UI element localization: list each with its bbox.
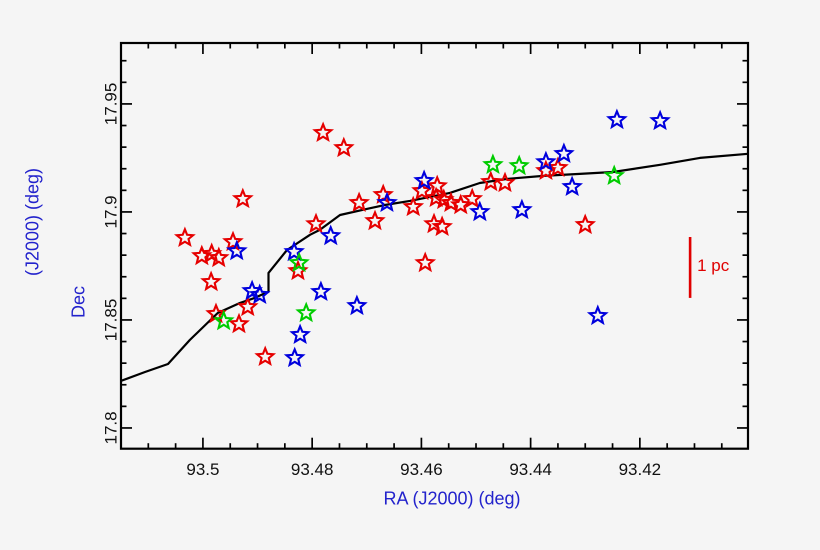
- green-stars-marker: [288, 251, 310, 273]
- red-stars-marker: [200, 270, 223, 292]
- y-tick-label: 17.8: [101, 411, 120, 444]
- green-stars-marker: [603, 164, 626, 186]
- red-stars-marker: [449, 193, 472, 215]
- red-stars-marker: [494, 171, 516, 193]
- blue-stars-marker: [561, 175, 584, 197]
- blue-stars-marker: [309, 280, 332, 302]
- x-tick-label: 93.48: [291, 460, 334, 479]
- blue-stars-marker: [319, 224, 342, 246]
- blue-stars-marker: [248, 283, 271, 305]
- x-tick-label: 93.46: [400, 460, 443, 479]
- red-stars-marker: [439, 191, 462, 213]
- blue-stars-marker: [225, 239, 248, 261]
- x-tick-label: 93.42: [619, 460, 662, 479]
- red-stars-marker: [305, 212, 327, 234]
- red-stars-marker: [431, 215, 453, 237]
- red-stars-marker: [312, 121, 335, 143]
- y-axis-title-line2: (J2000) (deg): [22, 167, 43, 277]
- blue-stars-marker: [586, 304, 609, 326]
- x-tick-label: 93.44: [509, 460, 552, 479]
- blue-stars-marker: [346, 294, 368, 316]
- red-stars-marker: [461, 187, 484, 209]
- blue-stars-marker: [553, 142, 575, 164]
- y-tick-label: 17.95: [101, 83, 120, 126]
- blue-stars-marker: [606, 108, 628, 130]
- red-stars-marker: [574, 213, 597, 235]
- red-stars-marker: [191, 244, 213, 266]
- blue-stars-marker: [511, 198, 533, 220]
- blue-stars-marker: [283, 240, 305, 262]
- red-stars-marker: [222, 230, 244, 252]
- green-stars-marker: [508, 154, 530, 176]
- y-tick-label: 17.85: [101, 299, 120, 342]
- red-stars-marker: [372, 183, 394, 205]
- scale-bar-label: 1 pc: [697, 256, 730, 275]
- green-stars-marker: [482, 153, 504, 175]
- plot-frame: [119, 41, 750, 450]
- red-stars-marker: [333, 136, 355, 158]
- blue-stars-marker: [283, 346, 306, 368]
- green-stars-marker: [212, 309, 235, 331]
- red-stars-marker: [254, 345, 277, 367]
- red-stars-marker: [231, 187, 254, 209]
- red-stars-marker: [479, 170, 502, 192]
- blue-stars-marker: [289, 323, 311, 345]
- blue-stars-marker: [534, 150, 557, 172]
- x-tick-label: 93.5: [186, 460, 219, 479]
- blue-stars-marker: [376, 191, 398, 213]
- green-stars-marker: [295, 301, 317, 323]
- red-stars-marker: [364, 209, 386, 231]
- red-stars-marker: [207, 246, 230, 268]
- red-stars-marker: [228, 312, 250, 334]
- blue-stars-marker: [413, 169, 436, 191]
- y-tick-label: 17.9: [101, 195, 120, 228]
- red-stars-marker: [173, 226, 196, 248]
- red-stars-marker: [402, 195, 425, 217]
- red-stars-marker: [414, 251, 437, 273]
- red-stars-marker: [547, 156, 569, 178]
- y-axis-title-line1: Dec: [68, 285, 89, 319]
- red-stars-marker: [348, 191, 371, 213]
- blue-stars-marker: [649, 109, 671, 131]
- blue-stars-marker: [469, 200, 491, 222]
- red-stars-marker: [236, 295, 259, 317]
- x-axis-title: RA (J2000) (deg): [383, 488, 521, 509]
